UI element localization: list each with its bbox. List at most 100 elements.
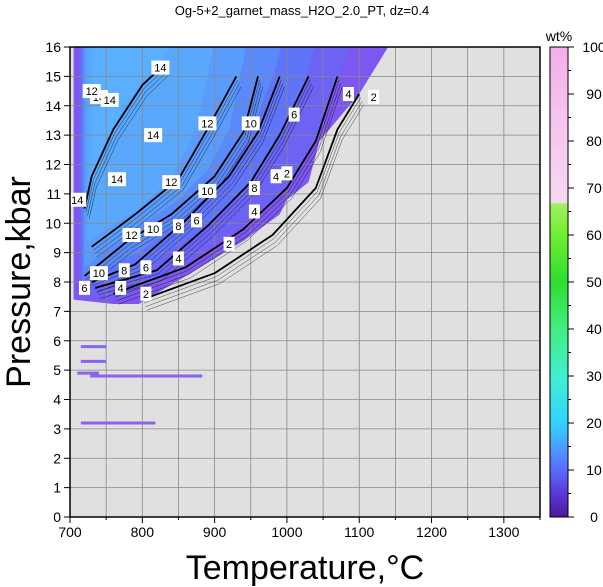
y-tick-label: 8 (53, 274, 61, 290)
colorbar-label: wt% (545, 28, 572, 44)
contour-label-box (100, 92, 119, 107)
contour-minor-10 (88, 86, 263, 287)
contour-label-4: 4 (118, 283, 124, 295)
y-axis-title: Pressure,kbar (0, 176, 38, 388)
contour-minor-2 (143, 97, 362, 304)
contour-label-box (198, 116, 217, 131)
y-tick-label: 14 (45, 98, 61, 114)
x-tick-label: 1300 (488, 524, 519, 540)
x-tick-label: 900 (203, 524, 227, 540)
colorbar-tick-label: 20 (586, 415, 602, 431)
contour-label-box (144, 128, 163, 143)
contour-label-12: 12 (86, 86, 98, 98)
colorbar-tick-label: 30 (586, 368, 602, 384)
contour-label-10: 10 (201, 186, 213, 198)
colorbar-tick-label: 80 (586, 133, 602, 149)
contour-label-box (118, 263, 130, 278)
contour-label-14: 14 (154, 63, 166, 75)
contour-label-box (342, 87, 354, 101)
y-tick-label: 4 (53, 392, 61, 408)
contour-label-6: 6 (143, 262, 149, 274)
contour-minor-14 (87, 71, 168, 216)
colorbar-tick-label: 40 (586, 321, 602, 337)
contour-minor-4 (116, 83, 341, 302)
contour-label-box (115, 280, 127, 295)
contour-label-8: 8 (251, 183, 257, 195)
x-axis-ticks: 700 800 900 1000 1100 1200 1300 (58, 517, 541, 540)
contour-minor-8 (96, 86, 285, 293)
colorbar-tick-label: 60 (586, 227, 602, 243)
x-tick-label: 1100 (344, 524, 374, 540)
contour-label-box (151, 60, 170, 75)
contour-label-box (172, 219, 184, 234)
contour-label-14: 14 (71, 195, 83, 207)
contour-labels: 2222444446666688810101010101212121214141… (68, 60, 380, 301)
y-tick-label: 5 (53, 362, 61, 378)
colorbar-ticks: 0 10 20 30 40 50 60 70 80 90 100 (568, 39, 603, 525)
y-tick-label: 15 (45, 68, 61, 84)
field-band-6 (91, 47, 172, 200)
colorbar-tick-label: 50 (586, 274, 602, 290)
y-tick-label: 7 (53, 303, 61, 319)
contour-label-box (172, 251, 184, 266)
contour-label-box (140, 286, 152, 301)
contour-label-4: 4 (345, 89, 351, 101)
contour-label-4: 4 (175, 254, 181, 266)
contour-label-box (68, 192, 87, 207)
contour-label-4: 4 (251, 207, 257, 219)
contour-label-box (248, 181, 260, 195)
contour-label-12: 12 (201, 118, 213, 130)
contour-minor-6 (96, 79, 311, 292)
y-tick-label: 10 (45, 215, 61, 231)
contour-label-box (281, 166, 293, 181)
contour-label-2: 2 (284, 168, 290, 180)
chart-title: Og-5+2_garnet_mass_H2O_2.0_PT, dz=0.4 (175, 3, 429, 18)
contour-label-6: 6 (81, 283, 87, 295)
y-tick-label: 13 (45, 127, 61, 143)
contour-label-12: 12 (125, 230, 137, 242)
contour-line-14 (83, 63, 165, 209)
y-tick-label: 16 (45, 39, 61, 55)
contour-label-14: 14 (111, 174, 123, 186)
contour-label-box (223, 236, 235, 251)
y-tick-label: 2 (53, 450, 61, 466)
contour-label-6: 6 (291, 110, 297, 122)
contour-label-box (162, 175, 181, 190)
colorbar-tick-label: 10 (586, 462, 602, 478)
contour-label-box (82, 84, 101, 99)
contour-label-10: 10 (245, 118, 257, 130)
contour-label-6: 6 (193, 215, 199, 227)
contour-minor-2 (145, 100, 363, 307)
contour-minor-4 (118, 86, 343, 305)
contour-label-box (270, 169, 282, 184)
x-tick-label: 700 (58, 524, 82, 540)
isolated-segments (77, 345, 203, 425)
colorbar-tick-label: 0 (590, 509, 598, 525)
contour-label-box (191, 213, 203, 228)
colorbar-tick-label: 100 (582, 39, 603, 55)
x-tick-label: 800 (131, 524, 155, 540)
contour-label-box (78, 280, 90, 295)
contour-label-10: 10 (93, 268, 105, 280)
contour-label-box (140, 260, 152, 275)
contour-minor-8 (94, 83, 284, 290)
contour-minor-6 (99, 86, 314, 299)
contour-line-4 (113, 76, 339, 295)
contour-label-box (241, 116, 260, 131)
y-tick-label: 6 (53, 333, 61, 349)
y-tick-label: 11 (46, 186, 61, 202)
x-tick-label: 1200 (416, 524, 447, 540)
contour-label-14: 14 (104, 95, 116, 107)
contour-label-box (122, 228, 141, 242)
contour-label-8: 8 (121, 265, 127, 277)
contour-label-14: 14 (147, 130, 159, 142)
y-tick-label: 3 (53, 421, 61, 437)
contour-minor-14 (88, 75, 169, 220)
y-tick-label: 12 (45, 157, 61, 173)
contour-label-box (198, 183, 217, 198)
x-axis-title: Temperature,°C (186, 549, 424, 587)
contour-minor-6 (98, 83, 312, 296)
y-tick-label: 1 (53, 480, 61, 496)
